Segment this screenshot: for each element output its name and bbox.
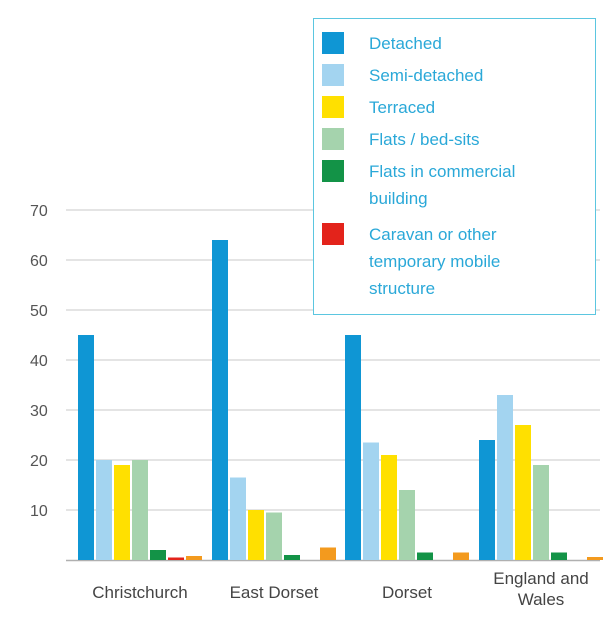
legend-swatch-caravan [322,223,344,245]
bar [284,555,300,560]
y-tick-label: 50 [30,303,48,320]
y-tick-label: 70 [30,203,48,220]
bar [132,460,148,560]
bar [114,465,130,560]
legend-label: Flats / bed-sits [369,130,480,149]
y-tick-label: 10 [30,503,48,520]
bar [345,335,361,560]
x-tick-label: Christchurch [92,583,187,602]
bar [186,556,202,560]
x-tick-label: East Dorset [230,583,319,602]
legend-swatch-terraced [322,96,344,118]
bar [248,510,264,560]
bar [230,477,246,560]
bar [417,552,433,560]
legend-label: Terraced [369,98,436,117]
bar [266,512,282,560]
bar [320,547,336,560]
legend-swatch-semi-detached [322,64,344,86]
bar [78,335,94,560]
y-tick-label: 40 [30,353,48,370]
bar [587,557,603,560]
bar [381,455,397,560]
bar [479,440,495,560]
legend-label: Caravan or other temporary mobile struct… [369,225,501,298]
y-tick-label: 20 [30,453,48,470]
legend-label: Flats in commercial building [369,162,516,208]
bar [515,425,531,560]
bar [551,552,567,560]
bar [212,240,228,560]
x-tick-label: Dorset [382,583,432,602]
bar [453,552,469,560]
legend-label: Detached [369,34,442,53]
legend-swatch-flats-bed-sits [322,128,344,150]
bar [150,550,166,560]
bar [533,465,549,560]
y-tick-label: 30 [30,403,48,420]
y-tick-label: 60 [30,253,48,270]
legend-label: Semi-detached [369,66,484,85]
legend-swatch-flats-commercial [322,160,344,182]
bar [363,442,379,560]
y-axis-ticks: 10 20 30 40 50 60 70 [30,203,48,520]
bar [96,460,112,560]
bar [399,490,415,560]
bars [78,240,603,560]
x-tick-label: England and Wales [493,569,588,609]
legend: Detached Semi-detached Terraced Flats / … [313,18,596,315]
bar [168,557,184,560]
bar [497,395,513,560]
legend-swatch-detached [322,32,344,54]
x-axis-labels: Christchurch East Dorset Dorset England and… [92,569,588,609]
